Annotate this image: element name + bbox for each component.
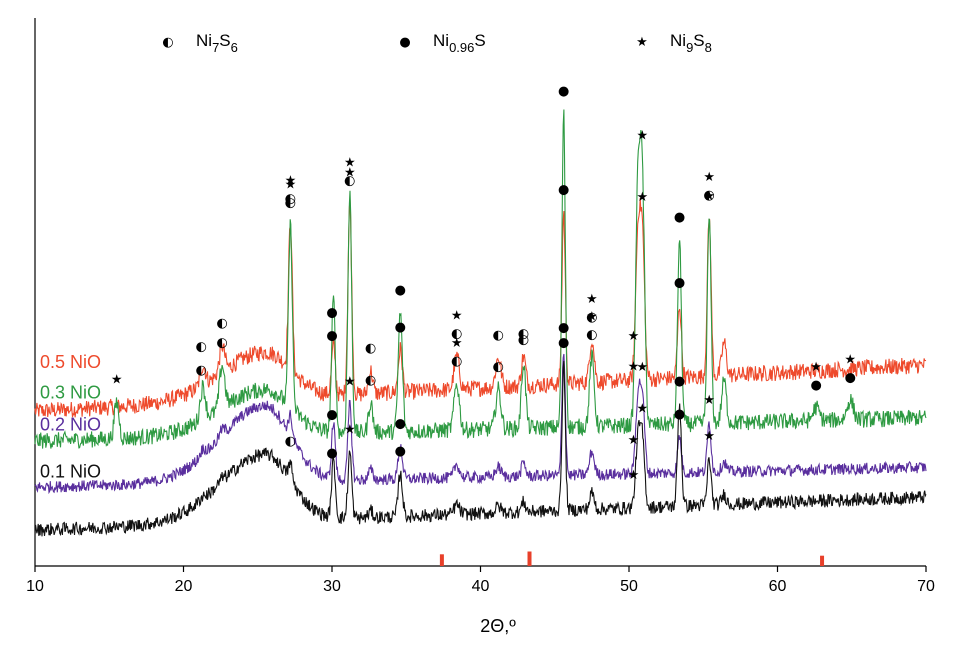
peak-marker: ◐ [285, 196, 296, 211]
x-tick-label: 20 [175, 578, 193, 595]
legend-label: Ni7S6 [196, 31, 238, 55]
legend-label: Ni9S8 [670, 31, 712, 55]
series-label: 0.2 NiO [40, 414, 101, 434]
series-line-0.5-nio [34, 197, 927, 418]
peak-marker: ★ [285, 173, 297, 188]
peak-marker: ● [558, 336, 569, 351]
series-group [34, 109, 927, 537]
peak-marker: ◐ [216, 335, 227, 350]
reference-tick [439, 554, 444, 566]
peak-marker: ★ [451, 336, 463, 351]
series-line-0.1-nio [34, 360, 927, 537]
axes: 10 20 30 40 50 60 70 [26, 18, 935, 595]
peak-marker: ◐ [196, 363, 207, 378]
peak-marker: ★ [810, 360, 822, 375]
reference-tick [820, 555, 825, 566]
series-line-0.3-nio [34, 109, 927, 449]
x-axis-title: 2Θ,º [480, 616, 516, 636]
legend: ◐ Ni7S6 ● Ni0.96S ★ Ni9S8 [162, 31, 712, 55]
legend-entry: ◐ Ni7S6 [162, 31, 238, 55]
peak-marker: ● [326, 446, 337, 461]
peak-marker: ◐ [586, 310, 597, 325]
peak-marker: ● [558, 183, 569, 198]
peak-marker: ★ [844, 352, 856, 367]
peak-marker: ◐ [518, 333, 529, 348]
peak-marker: ● [395, 444, 406, 459]
peak-marker: ★ [344, 156, 356, 171]
legend-entry: ● Ni0.96S [399, 31, 485, 55]
peak-marker: ★ [637, 402, 649, 417]
x-tick-label: 70 [917, 578, 935, 595]
peak-marker: ★ [586, 292, 598, 307]
peak-marker: ● [395, 283, 406, 298]
peak-marker: ◐ [493, 328, 504, 343]
legend-entry: ★ Ni9S8 [636, 31, 712, 55]
peak-marker: ● [326, 407, 337, 422]
peak-marker: ◐ [344, 174, 355, 189]
peak-marker: ● [674, 407, 685, 422]
peak-marker: ◐ [216, 316, 227, 331]
peak-marker: ● [674, 374, 685, 389]
peak-marker: ★ [628, 329, 640, 344]
x-tick-label: 30 [323, 578, 341, 595]
x-tick-label: 50 [620, 578, 638, 595]
peak-marker: ◐ [493, 360, 504, 375]
peak-marker: ● [395, 320, 406, 335]
peak-marker: ★ [637, 129, 649, 144]
peak-marker: ★ [111, 373, 123, 388]
peak-marker: ◐ [451, 354, 462, 369]
legend-marker: ● [399, 35, 410, 50]
peak-marker: ● [674, 210, 685, 225]
peak-marker: ★ [703, 393, 715, 408]
x-tick-label: 60 [769, 578, 787, 595]
peak-marker: ★ [344, 423, 356, 438]
series-line-0.2-nio [34, 353, 927, 495]
peak-marker: ● [326, 305, 337, 320]
peak-marker: ● [326, 328, 337, 343]
peak-markers: ◐◐◐★●◐★◐● ◐★◐ ◐●◐★★★●◐★★◐◐◐★●★◐●◐★◐◐●◐★★★●… [111, 84, 856, 483]
peak-marker: ● [558, 320, 569, 335]
peak-marker: ◐ [285, 434, 296, 449]
peak-marker: ◐ [365, 373, 376, 388]
peak-marker: ★ [637, 190, 649, 205]
legend-label: Ni0.96S [433, 31, 486, 55]
peak-marker: ◐ [704, 188, 715, 203]
series-label: 0.3 NiO [40, 382, 101, 402]
peak-marker: ★ [637, 360, 649, 375]
peak-marker: ★ [586, 310, 598, 325]
peak-marker: ★ [285, 178, 297, 193]
x-tick-label: 10 [26, 578, 44, 595]
peak-marker: ★ [628, 433, 640, 448]
reference-tick [527, 551, 532, 566]
peak-marker: ◐ [285, 191, 296, 206]
peak-marker: ★ [703, 189, 715, 204]
peak-marker: ◐ [586, 328, 597, 343]
peak-marker: ★ [703, 429, 715, 444]
peak-marker: ★ [451, 309, 463, 324]
peak-marker: ● [395, 416, 406, 431]
peak-marker: ★ [344, 165, 356, 180]
legend-marker: ★ [636, 35, 648, 50]
reference-ticks [439, 551, 825, 566]
peak-marker: ● [674, 276, 685, 291]
peak-marker: ★ [344, 374, 356, 389]
peak-marker: ◐ [365, 341, 376, 356]
peak-marker: ◐ [451, 327, 462, 342]
x-tick-label: 40 [472, 578, 490, 595]
legend-marker: ◐ [162, 35, 173, 50]
peak-marker: ● [810, 378, 821, 393]
peak-marker: ★ [628, 360, 640, 375]
peak-marker: ★ [703, 170, 715, 185]
series-labels: 0.5 NiO 0.3 NiO 0.2 NiO 0.1 NiO [40, 352, 101, 482]
peak-marker: ● [845, 370, 856, 385]
series-label: 0.5 NiO [40, 352, 101, 372]
peak-marker: ★ [628, 468, 640, 483]
peak-marker: ● [558, 84, 569, 99]
series-label: 0.1 NiO [40, 461, 101, 481]
peak-marker: ◐ [518, 327, 529, 342]
peak-marker: ◐ [196, 340, 207, 355]
